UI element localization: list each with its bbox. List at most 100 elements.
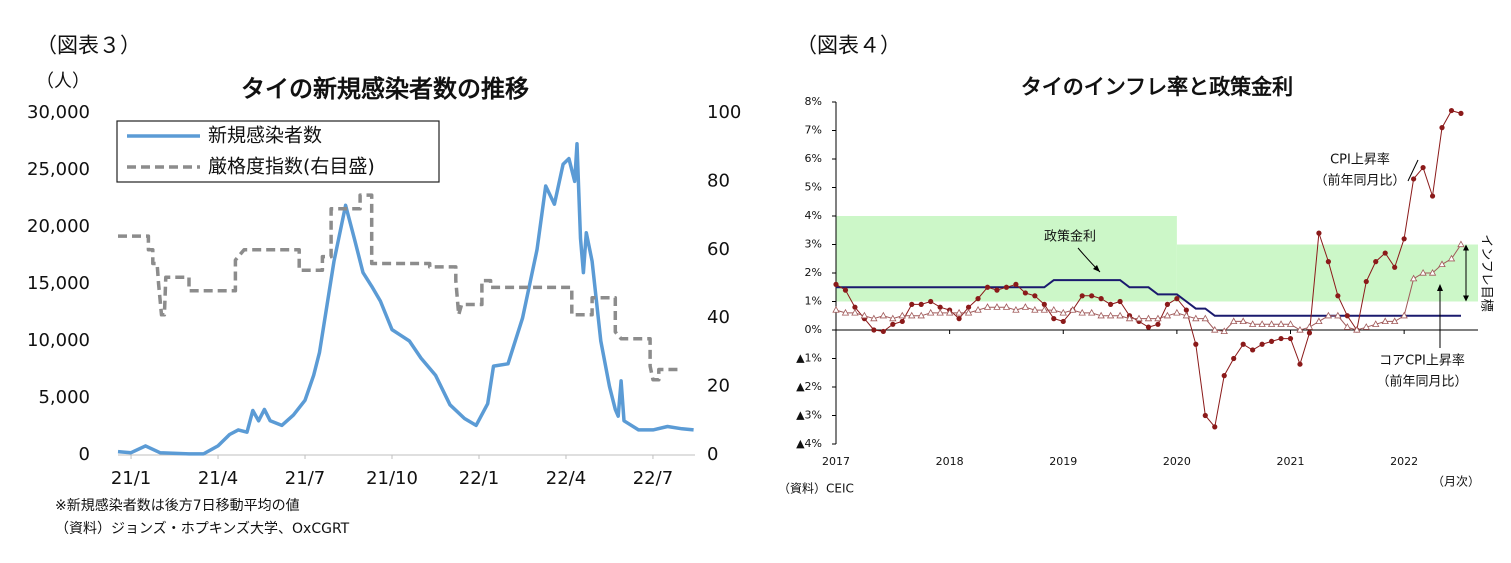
cpi-point (994, 287, 1000, 293)
cpi-point (1108, 301, 1114, 307)
cpi-point (1240, 341, 1246, 347)
core-cpi-point (927, 308, 935, 316)
core-cpi-point (1334, 311, 1342, 319)
core-cpi-point (1315, 317, 1323, 325)
core-cpi-point (1201, 314, 1209, 322)
cpi-point (1458, 110, 1464, 116)
cpi-point (1117, 298, 1123, 305)
cpi-point (1316, 230, 1322, 236)
core-cpi-point (1173, 308, 1181, 316)
core-cpi-point (993, 303, 1001, 310)
y2-tick-label: 60 (707, 239, 730, 260)
cpi-point (1174, 296, 1180, 302)
arrow-head (1463, 295, 1469, 302)
y-tick-label: 5% (805, 181, 822, 194)
core-cpi-point (1277, 320, 1285, 327)
cpi-point (1145, 324, 1152, 330)
cpi-point (1202, 412, 1208, 419)
x-tick-label: 2022 (1390, 455, 1418, 468)
cpi-point (1089, 293, 1095, 299)
cpi-point (890, 321, 896, 327)
figure-label: （図表３） (36, 34, 141, 58)
core-cpi-point (879, 311, 888, 319)
core-cpi-point (898, 311, 906, 319)
y-tick-label: 0 (79, 444, 90, 465)
cpi-point (1032, 293, 1038, 299)
cpi-point (899, 318, 905, 325)
core-cpi-point (1296, 325, 1304, 333)
note: （資料）ジョンズ・ホプキンズ大学、OxCGRT (55, 521, 350, 537)
legend-box (116, 120, 440, 183)
cpi-point (1250, 347, 1256, 353)
y-tick-label: 7% (805, 124, 822, 137)
cpi-point (1221, 373, 1227, 379)
cpi-point (1335, 293, 1341, 299)
cpi-point (1325, 259, 1331, 265)
cpi-point (1041, 301, 1047, 307)
x-tick-label: 2017 (822, 455, 850, 468)
y-tick-label: 1% (805, 295, 822, 308)
core-cpi-point (1002, 303, 1011, 310)
series-line (118, 193, 682, 382)
annotation: コアCPI上昇率 (1379, 353, 1465, 369)
core-cpi-point (1239, 317, 1247, 325)
cpi-point (1155, 321, 1161, 327)
cpi-point (1231, 355, 1237, 362)
core-cpi-point (1097, 311, 1105, 319)
y-tick-label: 30,000 (27, 102, 90, 123)
cpi-point (1411, 176, 1417, 182)
x-tick-label: 2019 (1049, 455, 1077, 468)
core-cpi-point (1135, 314, 1143, 322)
cpi-point (1401, 236, 1407, 242)
core-cpi-point (889, 314, 897, 322)
cpi-point (1183, 307, 1189, 313)
y-tick-label: 0% (805, 323, 822, 336)
y2-tick-label: 80 (707, 170, 730, 191)
core-cpi-point (1163, 311, 1172, 319)
annotation: （前年同月比） (1314, 173, 1405, 189)
core-cpi-point (983, 303, 992, 310)
core-cpi-point (1211, 325, 1219, 333)
y-unit: （人） (36, 71, 90, 92)
x-tick-label: 2018 (936, 455, 964, 468)
x-tick-label: 21/7 (285, 468, 325, 489)
chart-title: タイのインフレ率と政策金利 (1021, 75, 1293, 99)
band-label: インフレ目標 (1479, 234, 1494, 312)
y-tick-label: ▲4% (796, 437, 822, 450)
x-tick-label: 22/7 (633, 468, 673, 489)
annotation-leader (1407, 159, 1419, 182)
cpi-point (1060, 318, 1066, 325)
cpi-point (1079, 293, 1085, 299)
x-tick-label: 21/4 (198, 468, 238, 489)
core-cpi-point (1144, 314, 1153, 322)
cpi-point (833, 281, 839, 287)
core-cpi-point (1116, 311, 1124, 319)
core-cpi-point (851, 308, 859, 316)
core-cpi-point (1428, 268, 1437, 276)
core-cpi-point (1362, 323, 1370, 330)
annotation: （前年同月比） (1376, 374, 1467, 390)
cpi-point (1287, 335, 1294, 342)
core-cpi-point (1390, 317, 1399, 325)
y2-tick-label: 100 (707, 102, 741, 123)
cpi-point (928, 298, 934, 305)
core-cpi-point (1343, 323, 1352, 330)
legend-label: 厳格度指数(右目盛) (208, 156, 375, 178)
y-tick-label: 10,000 (27, 330, 90, 351)
arrow-head (1437, 284, 1443, 291)
cpi-point (1051, 316, 1057, 322)
x-tick-label: 21/1 (111, 468, 151, 489)
note: ※新規感染者数は後方7日移動平均の値 (55, 497, 300, 514)
cpi-point (937, 304, 943, 310)
cpi-point (1164, 301, 1171, 307)
cpi-point (1013, 281, 1019, 287)
core-cpi-point (1438, 260, 1446, 268)
core-cpi-point (1267, 320, 1276, 327)
y-tick-label: ▲2% (796, 380, 822, 393)
core-cpi-point (1220, 327, 1228, 335)
cpi-point (918, 301, 924, 307)
y-tick-label: 2% (805, 266, 822, 279)
core-cpi-point (1059, 308, 1067, 316)
core-cpi-point (1040, 306, 1048, 313)
